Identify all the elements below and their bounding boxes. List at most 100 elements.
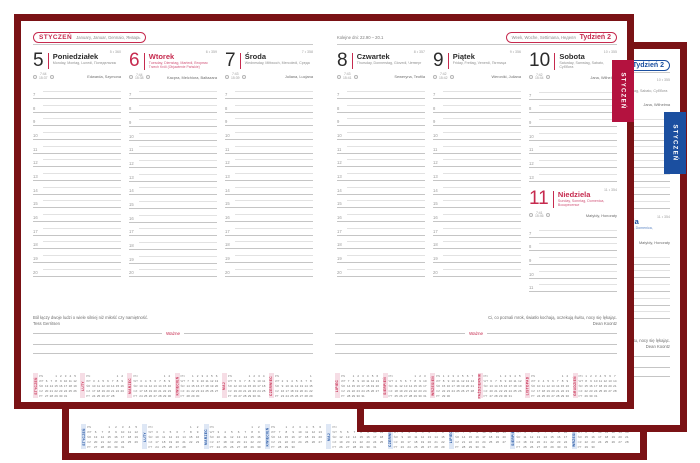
mini-day[interactable]: 13 bbox=[404, 383, 408, 388]
mini-day[interactable]: 30 bbox=[565, 393, 569, 398]
mini-day[interactable]: 19 bbox=[518, 383, 522, 388]
mini-day[interactable]: 22 bbox=[413, 388, 417, 393]
hour-row[interactable]: 19 bbox=[33, 249, 121, 264]
hour-row[interactable]: 8 bbox=[129, 99, 217, 114]
mini-day[interactable]: 30 bbox=[114, 444, 118, 449]
mini-day[interactable]: 22 bbox=[351, 388, 356, 393]
mini-day[interactable]: 28 bbox=[408, 393, 413, 398]
mini-day[interactable]: 12 bbox=[518, 378, 522, 383]
mini-day[interactable]: 27 bbox=[427, 444, 431, 449]
mini-day[interactable]: 17 bbox=[216, 439, 220, 444]
mini-day[interactable]: 5 bbox=[461, 373, 464, 378]
hour-row[interactable]: 9 bbox=[529, 251, 617, 265]
mini-day[interactable]: 9 bbox=[281, 383, 284, 388]
mini-day[interactable]: 6 bbox=[107, 378, 109, 383]
mini-day[interactable]: 5 bbox=[371, 373, 374, 378]
mini-day[interactable]: 16 bbox=[503, 383, 508, 388]
mini-day[interactable]: 20 bbox=[502, 434, 506, 439]
hour-grid[interactable]: 7 8 9 10 11 12 13 bbox=[337, 85, 425, 277]
mini-day[interactable]: 17 bbox=[423, 383, 427, 388]
mini-day[interactable]: 17 bbox=[407, 439, 411, 444]
hour-row[interactable]: 8 bbox=[529, 100, 617, 114]
day-header[interactable]: 10 Sobota Saturday, Samstag, Sabato, Суб… bbox=[529, 48, 617, 70]
mini-day[interactable]: 21 bbox=[434, 439, 438, 444]
mini-day[interactable]: 26 bbox=[339, 444, 343, 449]
mini-day[interactable]: 3 bbox=[594, 373, 597, 378]
mini-day[interactable]: 23 bbox=[195, 388, 200, 393]
mini-day[interactable]: 28 bbox=[182, 444, 186, 449]
mini-day[interactable]: 3 bbox=[423, 373, 426, 378]
mini-day[interactable]: 4 bbox=[224, 429, 226, 434]
mini-day[interactable]: 26 bbox=[148, 393, 153, 398]
mini-day[interactable]: 10 bbox=[92, 383, 96, 388]
mini-day[interactable]: 18 bbox=[598, 383, 603, 388]
mini-day[interactable]: 27 bbox=[214, 388, 219, 393]
mini-day[interactable]: 30 bbox=[446, 393, 451, 398]
mini-day[interactable]: 3 bbox=[537, 378, 540, 383]
mini-day[interactable]: 7 bbox=[183, 429, 185, 434]
mini-day[interactable]: 5 bbox=[230, 429, 233, 434]
mini-day[interactable]: 28 bbox=[49, 393, 54, 398]
mini-day[interactable]: 11 bbox=[68, 378, 72, 383]
mini-day[interactable]: 28 bbox=[243, 393, 247, 398]
mini-day[interactable]: 27 bbox=[44, 393, 49, 398]
mini-day[interactable]: 20 bbox=[299, 388, 304, 393]
hour-row[interactable]: 7 bbox=[225, 85, 313, 99]
mini-day[interactable]: 23 bbox=[257, 439, 261, 444]
mini-day[interactable]: 19 bbox=[311, 434, 316, 439]
mini-day[interactable]: 23 bbox=[120, 388, 124, 393]
mini-day[interactable]: 4 bbox=[291, 378, 293, 383]
mini-day[interactable]: 25 bbox=[290, 393, 294, 398]
mini-day[interactable]: 17 bbox=[563, 434, 568, 439]
mini-day[interactable]: 19 bbox=[295, 388, 299, 393]
hour-row[interactable]: 13 bbox=[225, 167, 313, 181]
mini-day[interactable]: 17 bbox=[508, 383, 512, 388]
mini-day[interactable]: 18 bbox=[541, 388, 546, 393]
mini-day[interactable]: 6 bbox=[154, 378, 156, 383]
hour-row[interactable]: 12 bbox=[225, 154, 313, 168]
mini-day[interactable]: 30 bbox=[418, 393, 422, 398]
mini-day[interactable]: 20 bbox=[318, 434, 322, 439]
mini-day[interactable]: 11 bbox=[96, 383, 101, 388]
mini-day[interactable]: 29 bbox=[413, 393, 417, 398]
mini-day[interactable]: 1 bbox=[189, 424, 192, 429]
mini-day[interactable]: 24 bbox=[92, 393, 96, 398]
mini-day[interactable]: 16 bbox=[475, 434, 479, 439]
mini-day[interactable]: 3 bbox=[121, 424, 124, 429]
hour-row[interactable]: 20 bbox=[433, 263, 521, 277]
mini-day[interactable]: 7 bbox=[50, 378, 53, 383]
mini-day[interactable]: 22 bbox=[54, 388, 58, 393]
mini-day[interactable]: 27 bbox=[346, 444, 350, 449]
mini-day[interactable]: 1 bbox=[108, 424, 110, 429]
hour-row[interactable]: 9 bbox=[225, 113, 313, 127]
mini-day[interactable]: 19 bbox=[546, 388, 550, 393]
mini-day[interactable]: 10 bbox=[216, 434, 220, 439]
hour-row[interactable]: 10 bbox=[129, 127, 217, 141]
mini-day[interactable]: 18 bbox=[68, 383, 72, 388]
mini-day[interactable]: 7 bbox=[101, 429, 104, 434]
mini-day[interactable]: 7 bbox=[305, 378, 307, 383]
hour-row[interactable]: 18 bbox=[433, 236, 521, 250]
mini-day[interactable]: 4 bbox=[395, 378, 397, 383]
mini-day[interactable]: 14 bbox=[158, 383, 162, 388]
mini-day[interactable]: 20 bbox=[175, 439, 179, 444]
mini-day[interactable]: 24 bbox=[155, 444, 159, 449]
mini-day[interactable]: 25 bbox=[262, 388, 266, 393]
mini-day[interactable]: 7 bbox=[495, 378, 497, 383]
mini-day[interactable]: 3 bbox=[509, 373, 512, 378]
mini-day[interactable]: 4 bbox=[97, 378, 100, 383]
mini-day[interactable]: 14 bbox=[556, 383, 560, 388]
mini-day[interactable]: 28 bbox=[100, 444, 105, 449]
mini-day[interactable]: 25 bbox=[488, 439, 493, 444]
mini-day[interactable]: 26 bbox=[399, 393, 403, 398]
mini-day[interactable]: 7 bbox=[111, 378, 114, 383]
mini-day[interactable]: 21 bbox=[186, 388, 190, 393]
mini-day[interactable]: 10 bbox=[63, 378, 68, 383]
blank-lines-right[interactable] bbox=[335, 336, 617, 354]
mini-day[interactable]: 26 bbox=[168, 444, 173, 449]
